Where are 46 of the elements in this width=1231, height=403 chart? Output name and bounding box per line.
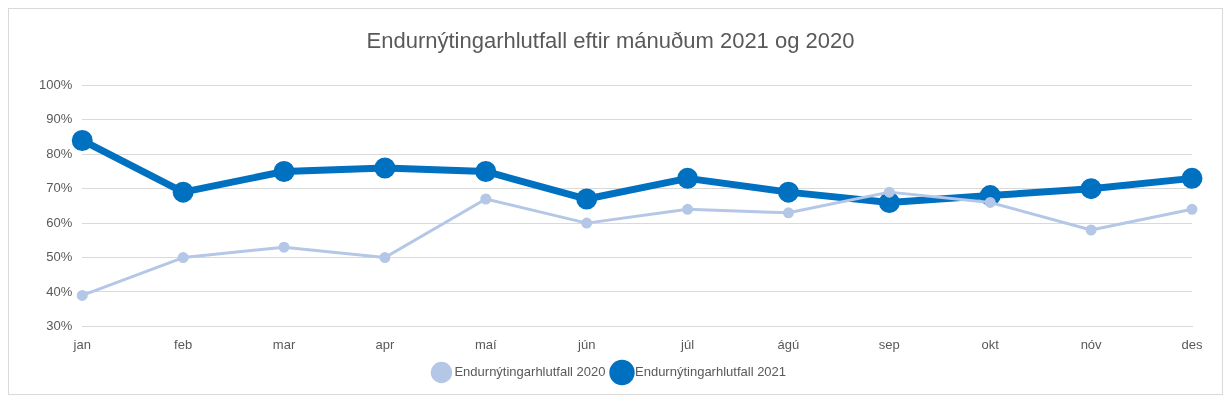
point (682, 203, 694, 215)
point (273, 160, 295, 182)
point (782, 207, 794, 219)
x-tick-label: feb (174, 336, 193, 352)
x-tick-label: jún (577, 336, 596, 352)
x-tick-label: sep (878, 336, 900, 352)
y-tick-label: 40% (46, 283, 73, 299)
y-tick-label: 60% (46, 214, 73, 230)
point (677, 167, 699, 189)
x-tick-label: jan (72, 336, 91, 352)
x-tick-label: júl (680, 336, 695, 352)
x-tick-label: okt (981, 336, 1000, 352)
x-tick-label: nóv (1080, 336, 1103, 352)
point (379, 252, 391, 264)
x-tick-label: ágú (777, 336, 800, 352)
x-tick-label: apr (375, 336, 395, 352)
point (71, 129, 93, 151)
point (177, 252, 189, 264)
y-tick-label: 50% (46, 249, 73, 265)
point (878, 191, 900, 213)
point (777, 181, 799, 203)
point (480, 193, 492, 205)
legend-label: Endurnýtingarhlutfall 2020 (454, 364, 606, 380)
y-tick-label: 90% (46, 111, 73, 127)
point (1080, 178, 1102, 200)
chart-title: Endurnýtingarhlutfall eftir mánuðum 2021 og 2020 (366, 28, 855, 54)
point (1186, 203, 1198, 215)
point (278, 241, 290, 253)
point (581, 217, 593, 229)
legend-label: Endurnýtingarhlutfall 2021 (635, 364, 787, 380)
y-tick-label: 70% (46, 180, 73, 196)
y-tick-label: 30% (46, 317, 73, 333)
point (475, 160, 497, 182)
y-tick-label: 80% (46, 145, 73, 161)
point (76, 289, 88, 301)
point (1181, 167, 1203, 189)
point (576, 188, 598, 210)
x-tick-label: mar (272, 336, 296, 352)
point (172, 181, 194, 203)
point (1085, 224, 1097, 236)
x-tick-label: des (1181, 336, 1203, 352)
point (374, 157, 396, 179)
x-tick-label: maí (474, 336, 498, 352)
point (883, 186, 895, 198)
point (984, 196, 996, 208)
y-tick-label: 100% (39, 76, 73, 92)
